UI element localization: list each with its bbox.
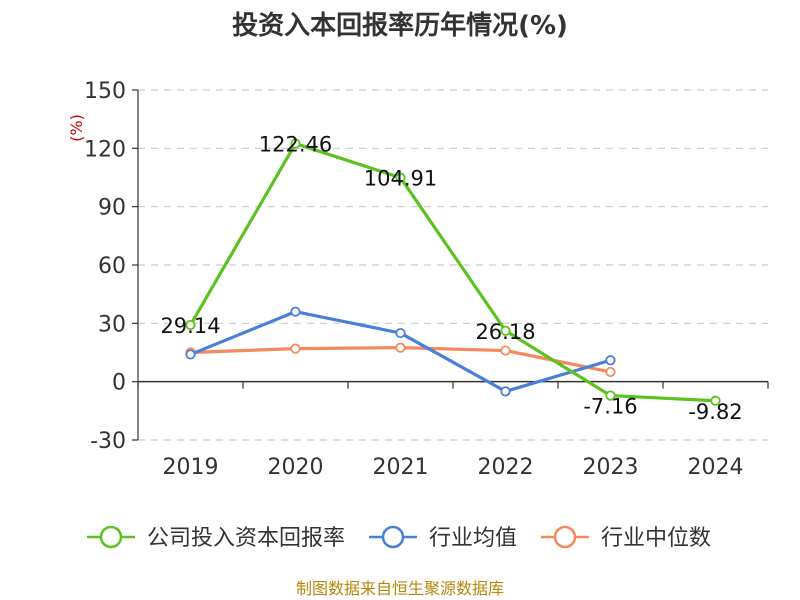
series-point: [290, 306, 301, 317]
data-label-layer: 29.14 122.46 104.91 26.18 -7.16 -9.82: [160, 133, 742, 424]
source-note: 制图数据来自恒生聚源数据库: [296, 579, 504, 598]
legend-item-label: 行业均值: [429, 526, 517, 551]
data-label: -9.82: [688, 400, 742, 424]
x-tick-label: 2021: [373, 455, 429, 480]
series-point: [395, 172, 406, 183]
legend-item-label: 行业中位数: [601, 526, 711, 551]
data-label: 104.91: [364, 167, 437, 191]
series-point: [710, 395, 721, 406]
series-point: [500, 345, 511, 356]
series-point: [605, 355, 616, 366]
y-tick-label: 0: [112, 371, 126, 396]
chart-title: 投资入本回报率历年情况(%): [232, 10, 568, 41]
series-point: [395, 342, 406, 353]
y-tick-label: 120: [84, 137, 126, 162]
series-point: [185, 349, 196, 360]
x-tick-label: 2019: [163, 455, 219, 480]
data-label: 29.14: [160, 314, 220, 338]
y-tick-label: 30: [98, 312, 126, 337]
legend-marker-circle: [381, 525, 405, 549]
grid-layer: [138, 89, 768, 441]
axis-layer: -30 0 30 60 90 120 150 2019 2020 2021 2022 2023 2024: [84, 79, 769, 480]
x-tick-label: 2024: [688, 455, 744, 480]
x-tick-label: 2020: [268, 455, 324, 480]
y-tick-label: -30: [90, 429, 126, 454]
series-point: [290, 343, 301, 354]
series-point: [605, 390, 616, 401]
data-label: 122.46: [259, 133, 332, 157]
x-tick-label: 2022: [478, 455, 534, 480]
legend: 公司投入资本回报率 行业均值 行业中位数: [87, 525, 711, 551]
y-tick-label: 60: [98, 254, 126, 279]
y-tick-label: 90: [98, 196, 126, 221]
y-axis-unit-label: (%): [67, 114, 86, 142]
data-label: -7.16: [583, 395, 637, 419]
series-layer: [185, 138, 721, 406]
series-point: [395, 327, 406, 339]
y-tick-label: 150: [84, 79, 126, 104]
x-tick-label: 2023: [583, 455, 639, 480]
series-point: [290, 138, 301, 149]
series-line: [188, 141, 718, 403]
series-point: [500, 325, 511, 336]
legend-item-label: 公司投入资本回报率: [147, 526, 345, 551]
series-point: [605, 366, 616, 378]
series-point: [185, 319, 196, 331]
legend-marker-circle: [553, 525, 577, 549]
legend-marker-circle: [99, 525, 123, 549]
series-point: [500, 386, 511, 397]
data-label: 26.18: [475, 320, 535, 344]
